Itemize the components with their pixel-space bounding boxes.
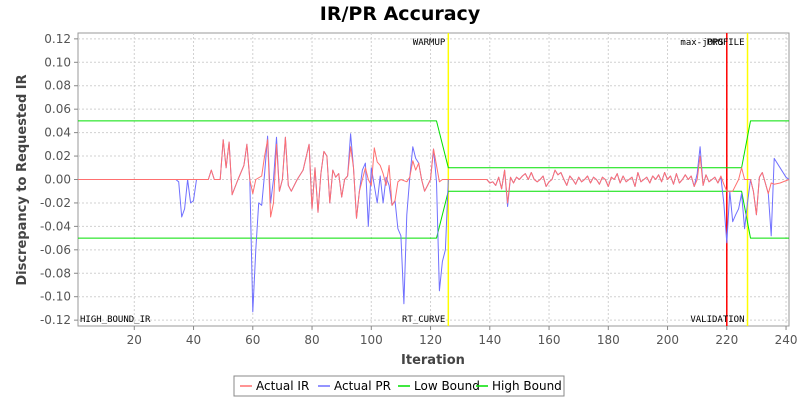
y-axis: -0.12 -0.10 -0.08 -0.06 -0.04 -0.02 0.00 0.02 0.…	[40, 32, 78, 327]
y-tick-label-0: -0.12	[40, 313, 71, 327]
legend-label-0: Actual IR	[256, 379, 309, 393]
marker-label-top-1: max-jOPS	[680, 38, 723, 48]
x-tick-label-11: 240	[775, 333, 798, 347]
y-tick-label-5: -0.02	[40, 196, 71, 210]
x-tick-label-9: 200	[656, 333, 679, 347]
legend-label-2: Low Bound	[414, 379, 480, 393]
x-tick-label-7: 160	[538, 333, 561, 347]
x-tick-label-1: 40	[186, 333, 201, 347]
y-tick-label-8: 0.04	[44, 126, 71, 140]
y-tick-label-7: 0.02	[44, 149, 71, 163]
series-line-low-bound	[78, 190, 789, 239]
series-line-actual-ir	[78, 136, 790, 219]
y-tick-label-3: -0.06	[40, 243, 71, 257]
legend-label-1: Actual PR	[334, 379, 391, 393]
x-tick-label-2: 60	[245, 333, 260, 347]
marker-label-top-2: PROFILE	[707, 38, 745, 48]
y-tick-label-2: -0.08	[40, 266, 71, 280]
y-tick-label-11: 0.10	[44, 55, 71, 69]
y-axis-title: Discrepancy to Requested IR	[15, 74, 30, 285]
x-tick-label-6: 140	[478, 333, 501, 347]
y-tick-label-4: -0.04	[40, 219, 71, 233]
x-axis: 20 40 60 80 100 120 140 160 180 200 220 240	[127, 326, 798, 347]
series-lines	[78, 120, 790, 313]
marker-label-bottom-2: VALIDATION	[690, 315, 744, 325]
x-tick-label-10: 220	[715, 333, 738, 347]
marker-label-bottom-0: RT_CURVE	[402, 315, 445, 325]
series-line-high-bound	[78, 120, 789, 169]
x-tick-label-0: 20	[127, 333, 142, 347]
y-tick-label-6: 0.00	[44, 173, 71, 187]
legend-label-3: High Bound	[492, 379, 562, 393]
x-tick-label-3: 80	[304, 333, 319, 347]
x-axis-title: Iteration	[401, 353, 465, 368]
y-tick-label-12: 0.12	[44, 32, 71, 46]
high-bound-ir-label: HIGH_BOUND_IR	[80, 315, 151, 325]
x-tick-label-4: 100	[360, 333, 383, 347]
y-tick-label-10: 0.08	[44, 79, 71, 93]
y-tick-label-1: -0.10	[40, 290, 71, 304]
marker-label-top-0: WARMUP	[413, 38, 446, 48]
chart-title: IR/PR Accuracy	[320, 3, 481, 25]
legend: Actual IR Actual PR Low Bound High Bound	[233, 375, 565, 397]
y-tick-label-9: 0.06	[44, 102, 71, 116]
x-tick-label-5: 120	[419, 333, 442, 347]
x-tick-label-8: 180	[597, 333, 620, 347]
